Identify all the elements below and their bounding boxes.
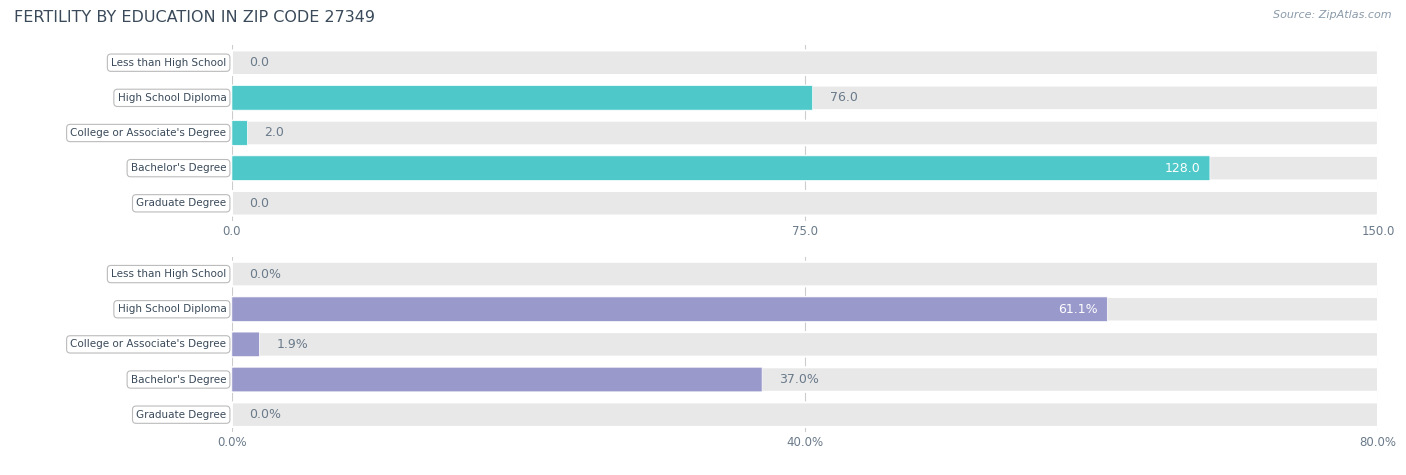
- Text: 76.0: 76.0: [830, 91, 858, 104]
- Text: Bachelor's Degree: Bachelor's Degree: [131, 163, 226, 173]
- Text: High School Diploma: High School Diploma: [118, 304, 226, 314]
- Text: 0.0: 0.0: [249, 56, 269, 69]
- FancyBboxPatch shape: [232, 297, 1108, 322]
- Text: Graduate Degree: Graduate Degree: [136, 198, 226, 209]
- Text: 61.1%: 61.1%: [1059, 303, 1098, 316]
- Text: College or Associate's Degree: College or Associate's Degree: [70, 339, 226, 350]
- Text: College or Associate's Degree: College or Associate's Degree: [70, 128, 226, 138]
- FancyBboxPatch shape: [232, 367, 762, 392]
- FancyBboxPatch shape: [232, 86, 1378, 110]
- Text: Source: ZipAtlas.com: Source: ZipAtlas.com: [1274, 10, 1392, 19]
- FancyBboxPatch shape: [232, 86, 813, 110]
- Text: 1.9%: 1.9%: [277, 338, 308, 351]
- FancyBboxPatch shape: [232, 332, 259, 357]
- Text: 2.0: 2.0: [264, 126, 284, 140]
- FancyBboxPatch shape: [232, 121, 1378, 145]
- Text: Less than High School: Less than High School: [111, 269, 226, 279]
- Text: 0.0%: 0.0%: [249, 408, 281, 421]
- FancyBboxPatch shape: [232, 367, 1378, 392]
- Text: 128.0: 128.0: [1166, 162, 1201, 175]
- FancyBboxPatch shape: [232, 332, 1378, 357]
- Text: 0.0%: 0.0%: [249, 267, 281, 281]
- Text: FERTILITY BY EDUCATION IN ZIP CODE 27349: FERTILITY BY EDUCATION IN ZIP CODE 27349: [14, 10, 375, 25]
- Text: 37.0%: 37.0%: [779, 373, 820, 386]
- FancyBboxPatch shape: [232, 262, 1378, 286]
- Text: Less than High School: Less than High School: [111, 57, 226, 68]
- FancyBboxPatch shape: [232, 402, 1378, 427]
- Text: High School Diploma: High School Diploma: [118, 93, 226, 103]
- FancyBboxPatch shape: [232, 121, 247, 145]
- Text: 0.0: 0.0: [249, 197, 269, 210]
- FancyBboxPatch shape: [232, 50, 1378, 75]
- FancyBboxPatch shape: [232, 191, 1378, 216]
- FancyBboxPatch shape: [232, 297, 1378, 322]
- Text: Bachelor's Degree: Bachelor's Degree: [131, 374, 226, 385]
- Text: Graduate Degree: Graduate Degree: [136, 409, 226, 420]
- FancyBboxPatch shape: [232, 156, 1211, 180]
- FancyBboxPatch shape: [232, 156, 1378, 180]
